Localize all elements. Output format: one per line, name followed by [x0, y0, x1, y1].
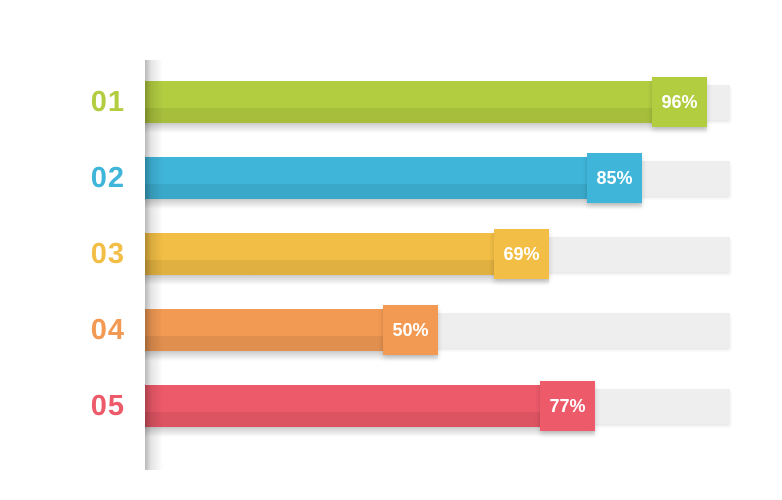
bar-fill — [145, 81, 707, 123]
row-index: 02 — [65, 157, 125, 199]
bar-fill — [145, 233, 549, 275]
row-index: 05 — [65, 385, 125, 427]
value-badge: 77% — [540, 381, 595, 431]
bar-row: 03 69% — [0, 233, 782, 275]
bar-fill — [145, 157, 642, 199]
bar-fill — [145, 385, 595, 427]
bar-row: 01 96% — [0, 81, 782, 123]
bar-row: 04 50% — [0, 309, 782, 351]
bar-row: 02 85% — [0, 157, 782, 199]
horizontal-bar-chart: 01 96% 02 85% 03 69% 04 50 — [0, 0, 782, 500]
value-badge: 96% — [652, 77, 707, 127]
value-badge: 69% — [494, 229, 549, 279]
value-badge: 50% — [383, 305, 438, 355]
row-index: 04 — [65, 309, 125, 351]
row-index: 01 — [65, 81, 125, 123]
row-index: 03 — [65, 233, 125, 275]
value-badge: 85% — [587, 153, 642, 203]
bar-row: 05 77% — [0, 385, 782, 427]
